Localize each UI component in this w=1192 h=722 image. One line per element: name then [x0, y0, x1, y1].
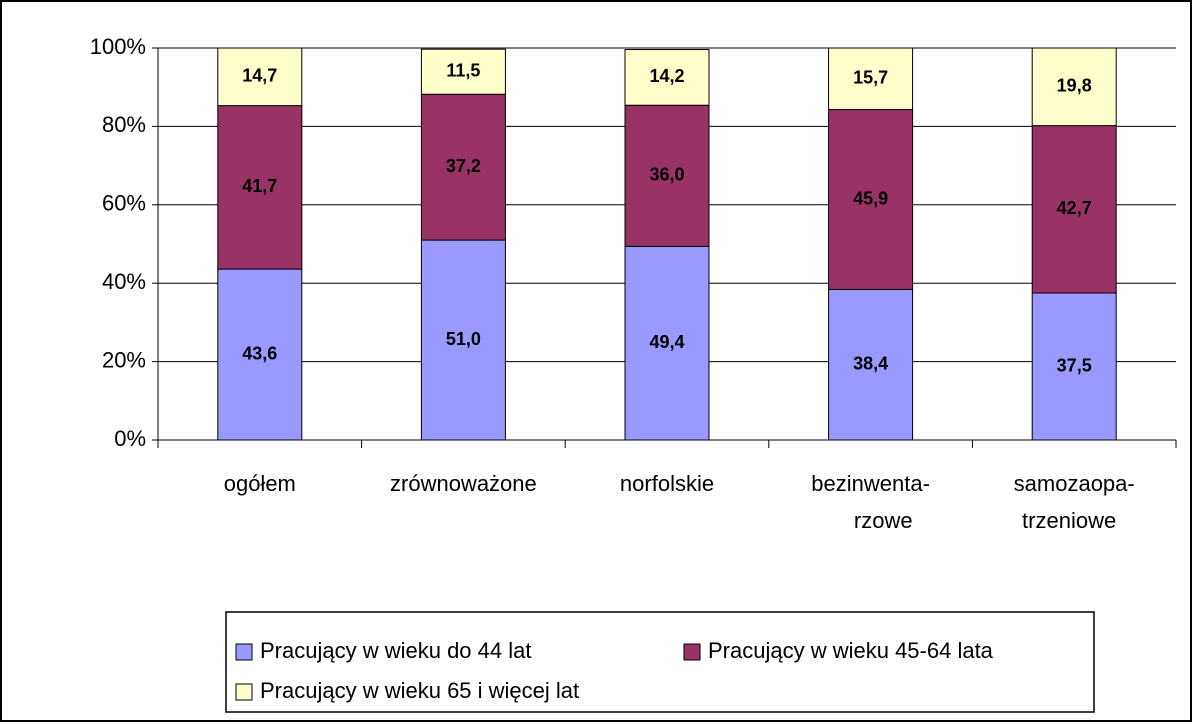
value-label: 43,6 [242, 343, 277, 363]
value-label: 42,7 [1057, 198, 1092, 218]
bar-segment [217, 268, 303, 441]
value-label: 45,9 [853, 188, 888, 208]
bar-segment [1031, 292, 1117, 441]
x-tick-label: samozaopa-trzeniowe [1014, 471, 1135, 533]
bar-segment [1031, 125, 1117, 294]
x-tick-label: norfolskie [620, 471, 714, 496]
value-label: 49,4 [649, 332, 684, 352]
legend-label: Pracujący w wieku do 44 lat [260, 638, 531, 663]
value-label: 41,7 [242, 176, 277, 196]
y-tick-label: 80% [102, 112, 146, 137]
value-label: 51,0 [446, 329, 481, 349]
value-label: 15,7 [853, 68, 888, 88]
value-label: 38,4 [853, 353, 888, 373]
bar-segment [217, 47, 303, 107]
x-tick-label: bezinwenta-rzowe [811, 471, 930, 533]
bar-segment [624, 245, 710, 441]
bar-segment [420, 93, 506, 241]
x-tick-label: zrównoważone [390, 471, 537, 496]
value-label: 37,5 [1057, 355, 1092, 375]
legend-label: Pracujący w wieku 45-64 lata [708, 638, 994, 663]
legend-swatch [683, 643, 701, 661]
legend-label: Pracujący w wieku 65 i więcej lat [260, 678, 579, 703]
y-tick-label: 20% [102, 347, 146, 372]
y-tick-label: 100% [90, 34, 146, 59]
y-tick-label: 0% [114, 426, 146, 451]
legend-swatch [235, 683, 253, 701]
value-label: 14,7 [242, 66, 277, 86]
value-label: 37,2 [446, 156, 481, 176]
legend-box [225, 611, 1095, 713]
y-tick-label: 60% [102, 191, 146, 216]
y-tick-label: 40% [102, 269, 146, 294]
value-label: 19,8 [1057, 76, 1092, 96]
value-label: 11,5 [446, 60, 480, 80]
legend-swatch [235, 643, 253, 661]
bar-segment [217, 105, 303, 270]
x-tick-label: ogółem [224, 471, 296, 496]
value-label: 36,0 [649, 165, 684, 185]
bar-segment [420, 48, 506, 95]
bar-segment [624, 104, 710, 247]
bar-segment [1031, 47, 1117, 127]
value-label: 14,2 [649, 66, 684, 86]
bar-segment [828, 109, 914, 290]
bar-segment [624, 49, 710, 106]
bar-segment [828, 47, 914, 111]
